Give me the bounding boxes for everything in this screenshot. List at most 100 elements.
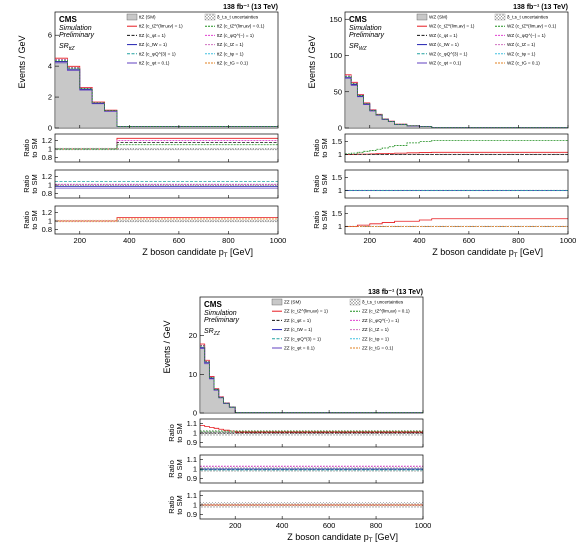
- legend-entry: ttZ (c_tφ = 1): [217, 51, 244, 56]
- legend-uncertainty-swatch: [494, 13, 506, 21]
- ratio-y-label: Ratioto SM: [312, 138, 329, 158]
- ratio-panel-frame: [344, 205, 569, 235]
- ratio-y-tick-label: 1.1: [187, 455, 197, 464]
- ratio-y-label-line: to SM: [175, 495, 184, 515]
- ratio-y-label-line: to SM: [320, 174, 329, 194]
- ratio-y-label-line: Ratio: [22, 175, 31, 193]
- region-label: SRttZ: [59, 43, 76, 52]
- ratio-y-tick-label: 0.8: [42, 189, 52, 198]
- legend-entry: ZZ (c_tZ = 1): [362, 327, 389, 332]
- legend-uncertainty-swatch: [204, 13, 216, 21]
- ratio-y-label: Ratioto SM: [312, 174, 329, 194]
- x-tick-label: 400: [276, 521, 289, 530]
- ratio-y-label-line: to SM: [320, 138, 329, 158]
- ratio-line-r: [200, 425, 423, 433]
- ratio-y-tick-label: 0.9: [187, 438, 197, 447]
- ratio-y-label-line: Ratio: [167, 496, 176, 514]
- legend-entry: δ_t,s_t uncertainties: [507, 15, 549, 20]
- bsm-line-r: [200, 343, 423, 413]
- x-axis-label-part: Z boson candidate p: [287, 532, 369, 542]
- lumi-label: 138 fb⁻¹ (13 TeV): [368, 289, 423, 296]
- legend-entry: ttZ (c_φQ^(3) = 1): [139, 51, 176, 56]
- ratio-y-tick-label: 0.9: [187, 510, 197, 519]
- y-axis-label: Events / GeV: [307, 35, 317, 88]
- x-tick-label: 800: [370, 521, 383, 530]
- chart-ZZ: 138 fb⁻¹ (13 TeV) 0 10 20 Events / GeV CMSSim…: [162, 289, 431, 544]
- ratio-y-label-line: to SM: [30, 174, 39, 194]
- legend-entry: WZ (c_φt = 0.1): [429, 61, 462, 66]
- ratio-y-tick-label: 0.8: [42, 225, 52, 234]
- x-tick-label: 200: [364, 236, 377, 245]
- x-tick-label: 600: [463, 236, 476, 245]
- ratio-y-tick-label: 1: [193, 429, 197, 438]
- x-axis-label-sub: T: [369, 538, 373, 544]
- legend-entry: ZZ (c_φt = 0.1): [284, 346, 315, 351]
- x-tick-label: 400: [413, 236, 426, 245]
- y-tick-label: 10: [189, 370, 197, 379]
- ratio-y-tick-label: 1.2: [42, 136, 52, 145]
- ratio-y-tick-label: 1.5: [332, 173, 342, 182]
- legend-entry: WZ (c_tZ = 1): [507, 42, 536, 47]
- x-tick-label: 400: [123, 236, 136, 245]
- legend-sm-swatch: [126, 13, 138, 21]
- ratio-y-label-line: to SM: [30, 210, 39, 230]
- lumi-label: 138 fb⁻¹ (13 TeV): [513, 4, 568, 11]
- ratio-y-tick-label: 1.1: [187, 419, 197, 428]
- y-tick-label: 6: [48, 31, 52, 40]
- ratio-panel-frame: [54, 169, 279, 199]
- ratio-panel-frame: [344, 169, 569, 199]
- ratio-y-label: Ratioto SM: [22, 174, 39, 194]
- region-label: SRWZ: [349, 43, 367, 52]
- legend-entry: ZZ (c_φQ^(−) = 1): [362, 318, 400, 323]
- y-tick-label: 0: [193, 409, 197, 418]
- region-subscript: ZZ: [213, 331, 221, 337]
- y-tick-label: 4: [48, 62, 52, 71]
- cms-label: CMS: [59, 15, 77, 24]
- ratio-y-tick-label: 1: [48, 217, 52, 226]
- ratio-y-label-line: Ratio: [312, 211, 321, 229]
- ratio-line-g: [55, 144, 278, 150]
- bsm-line-v: [200, 348, 423, 414]
- ratio-y-label-line: Ratio: [22, 211, 31, 229]
- x-axis-label-part: [GeV]: [227, 247, 253, 257]
- x-axis-label: Z boson candidate pT [GeV]: [287, 532, 398, 544]
- bsm-line-g: [200, 345, 423, 414]
- cms-label: CMS: [349, 15, 367, 24]
- ratio-y-tick-label: 1.2: [42, 208, 52, 217]
- legend-entry: WZ (c_tZ^(lim,av) = 1): [429, 24, 475, 29]
- legend-entry: ttZ (c_tW = 1): [139, 42, 167, 47]
- ratio-y-label-line: to SM: [320, 210, 329, 230]
- legend-entry: ZZ (c_φt = 1): [284, 318, 311, 323]
- y-tick-label: 50: [334, 87, 342, 96]
- x-axis-label-part: Z boson candidate p: [142, 247, 224, 257]
- legend-sm-swatch: [416, 13, 428, 21]
- legend-entry: WZ (c_φQ^(3) = 1): [429, 51, 468, 56]
- legend-entry: ZZ (c_φQ^(3) = 1): [284, 336, 321, 341]
- ratio-y-label-line: Ratio: [167, 424, 176, 442]
- region-label: SRZZ: [204, 328, 221, 337]
- legend-entry: ttZ (SM): [139, 15, 156, 20]
- ratio-y-label-line: to SM: [175, 459, 184, 479]
- x-axis-label-part: [GeV]: [372, 532, 398, 542]
- preliminary-label: Preliminary: [59, 32, 95, 39]
- ratio-line-r: [55, 137, 278, 150]
- chart-WZ: 138 fb⁻¹ (13 TeV) 0 50 100 150 Events / GeV CM…: [307, 4, 576, 259]
- ratio-y-tick-label: 1.2: [42, 172, 52, 181]
- y-tick-label: 2: [48, 93, 52, 102]
- ratio-y-label: Ratioto SM: [22, 138, 39, 158]
- ratio-panel-frame: [54, 133, 279, 163]
- ratio-line-g: [345, 139, 568, 155]
- ratio-y-label-line: Ratio: [312, 175, 321, 193]
- legend-entry: WZ (SM): [429, 15, 448, 20]
- legend-entry: ttZ (c_tZ^(lim,av) = 1): [139, 24, 183, 29]
- legend-sm-swatch: [271, 298, 283, 306]
- x-tick-label: 1000: [560, 236, 577, 245]
- x-axis-label-part: [GeV]: [517, 247, 543, 257]
- chart-ttZ: 138 fb⁻¹ (13 TeV) 0 2 4 6 Events / GeV CMSSimu…: [17, 4, 286, 259]
- legend-entry: δ_t,s_t uncertainties: [362, 300, 404, 305]
- ratio-line-o: [55, 218, 278, 222]
- x-tick-label: 1000: [415, 521, 432, 530]
- legend-entry: δ_t,s_t uncertainties: [217, 15, 259, 20]
- ratio-y-label-line: Ratio: [22, 139, 31, 157]
- ratio-y-tick-label: 1: [338, 150, 342, 159]
